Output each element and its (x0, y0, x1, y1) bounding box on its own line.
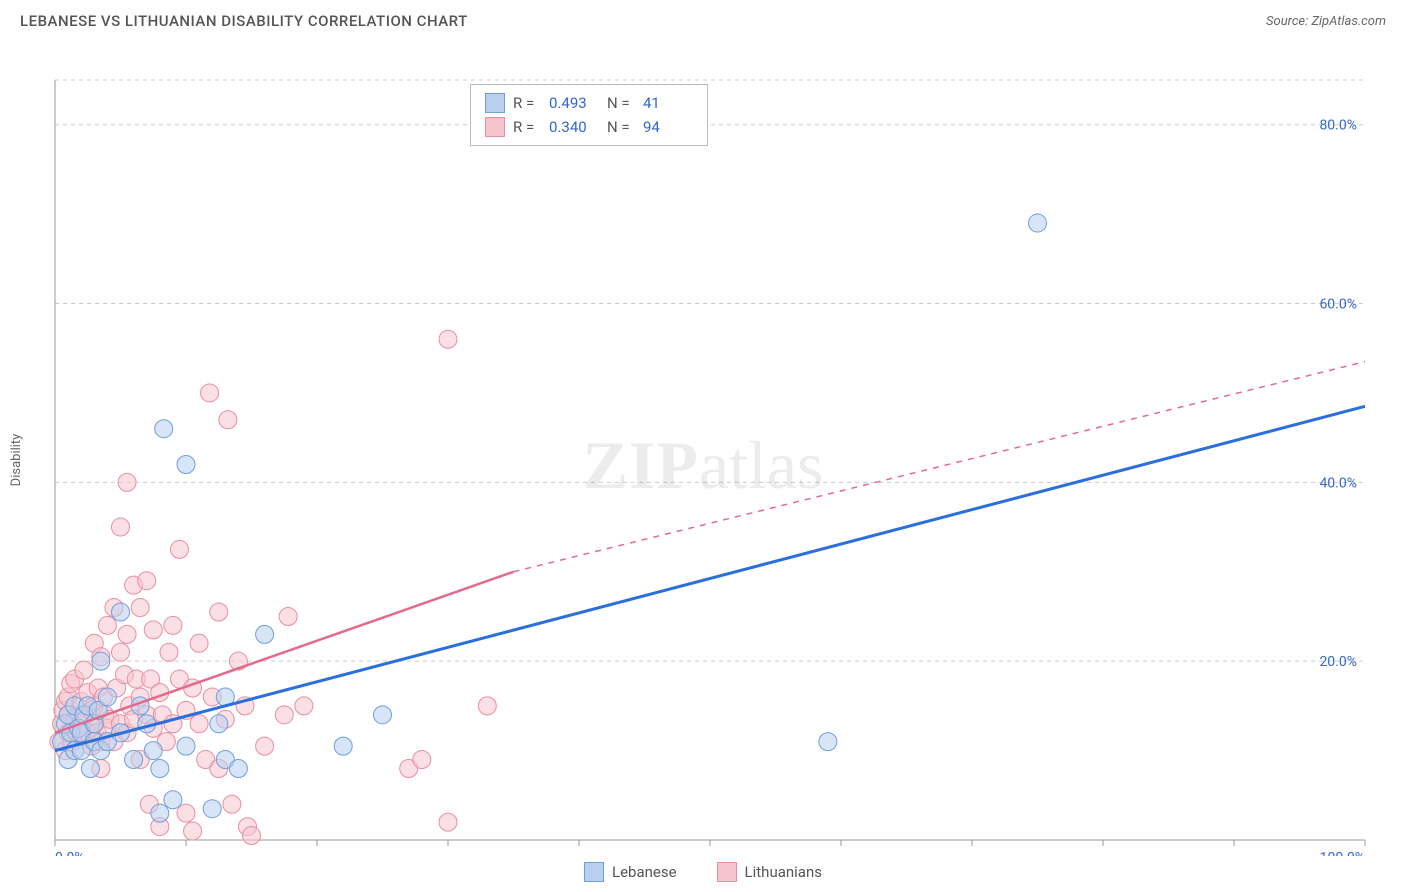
svg-text:80.0%: 80.0% (1319, 118, 1357, 134)
svg-text:0.0%: 0.0% (55, 850, 85, 856)
legend-item-lithuanians: Lithuanians (717, 862, 822, 882)
swatch-lithuanians (485, 117, 505, 137)
source-name: ZipAtlas.com (1311, 14, 1386, 29)
svg-text:100.0%: 100.0% (1320, 850, 1365, 856)
n-value-lebanese: 41 (643, 94, 693, 112)
header-row: LEBANESE VS LITHUANIAN DISABILITY CORREL… (0, 0, 1406, 36)
bottom-legend: Lebanese Lithuanians (0, 862, 1406, 882)
chart-container: 20.0% 40.0% 60.0% 80.0% 0.0% 100.0% Disability… (0, 36, 1406, 886)
swatch-lithuanians (717, 862, 737, 882)
n-label: N = (607, 118, 635, 136)
n-value-lithuanians: 94 (643, 118, 693, 136)
r-value-lithuanians: 0.340 (549, 118, 599, 136)
source-label: Source: ZipAtlas.com (1266, 14, 1386, 29)
r-value-lebanese: 0.493 (549, 94, 599, 112)
stats-row-lithuanians: R = 0.340 N = 94 (485, 115, 693, 139)
chart-title: LEBANESE VS LITHUANIAN DISABILITY CORREL… (20, 12, 468, 30)
legend-label-lithuanians: Lithuanians (745, 863, 822, 881)
svg-text:60.0%: 60.0% (1319, 297, 1357, 313)
svg-text:Disability: Disability (9, 434, 24, 487)
legend-label-lebanese: Lebanese (612, 863, 677, 881)
legend-item-lebanese: Lebanese (584, 862, 677, 882)
source-prefix: Source: (1266, 14, 1311, 29)
n-label: N = (607, 94, 635, 112)
scatter-chart: 20.0% 40.0% 60.0% 80.0% 0.0% 100.0% Disability (0, 36, 1406, 856)
swatch-lebanese (584, 862, 604, 882)
svg-text:40.0%: 40.0% (1319, 475, 1357, 491)
stats-legend: R = 0.493 N = 41 R = 0.340 N = 94 (470, 84, 708, 146)
svg-text:20.0%: 20.0% (1319, 654, 1357, 670)
swatch-lebanese (485, 93, 505, 113)
r-label: R = (513, 94, 541, 112)
r-label: R = (513, 118, 541, 136)
stats-row-lebanese: R = 0.493 N = 41 (485, 91, 693, 115)
